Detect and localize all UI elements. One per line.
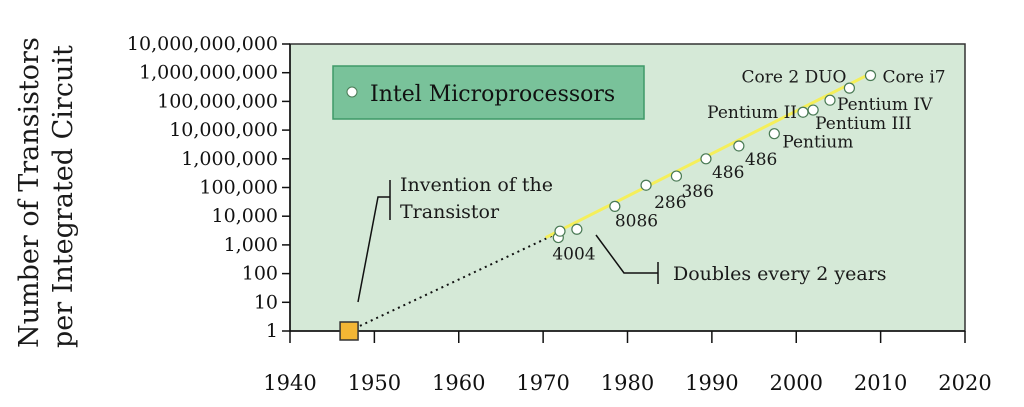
- point-label: 8086: [615, 211, 658, 231]
- y-tick-label: 100: [242, 263, 278, 285]
- data-point: [670, 170, 683, 182]
- legend-box: [332, 65, 645, 120]
- y-tick-label: 1: [266, 320, 278, 342]
- y-tick-label: 10,000,000,000: [127, 33, 278, 55]
- data-point: [797, 106, 809, 118]
- y-tick-label: 100,000: [199, 177, 278, 199]
- point-label: Core 2 DUO: [742, 67, 847, 87]
- data-point: [864, 69, 877, 82]
- y-tick-label: 10,000: [212, 205, 278, 227]
- x-tick-label: 1940: [263, 371, 316, 395]
- doubling-callout: Doubles every 2 years: [595, 234, 887, 285]
- y-axis-label-line1: Number of Transistors: [14, 37, 45, 348]
- invention-marker: [339, 321, 359, 341]
- data-point: [768, 128, 780, 140]
- data-point: [640, 179, 652, 191]
- legend-marker: [346, 86, 358, 98]
- y-tick-label: 1,000,000,000: [139, 62, 278, 84]
- projection-line: [348, 233, 557, 332]
- data-point: [807, 104, 819, 116]
- y-tick-label: 1,000: [224, 234, 278, 256]
- data-point: [824, 94, 836, 106]
- legend-label: Intel Microprocessors: [370, 82, 615, 107]
- point-label: Pentium III: [815, 114, 912, 134]
- x-tick-label: 1970: [516, 371, 569, 395]
- x-tick-label: 1950: [348, 371, 401, 395]
- point-label: Pentium IV: [837, 95, 933, 115]
- invention-label-line2: Transistor: [400, 201, 500, 223]
- point-label: 486: [712, 163, 744, 183]
- y-axis: 1 10 100 1,000 10,000 100,000 1,000,000 10,000,…: [127, 33, 291, 342]
- legend: Intel Microprocessors: [332, 65, 645, 120]
- x-axis: 1940 1950 1960 1970 1980 1990 2000 2010 2020: [263, 330, 992, 395]
- doubling-label: Doubles every 2 years: [673, 263, 887, 285]
- y-tick-label: 10: [254, 291, 278, 313]
- y-tick-label: 1,000,000: [181, 148, 278, 170]
- point-label: Pentium II: [707, 103, 797, 123]
- data-point: [571, 223, 583, 235]
- data-point: [733, 140, 745, 152]
- y-tick-label: 10,000,000: [169, 119, 278, 141]
- point-label: 486: [745, 150, 777, 170]
- invention-label-line1: Invention of the: [400, 174, 553, 196]
- y-tick-label: 100,000,000: [157, 90, 278, 112]
- doubling-leader-line: [595, 234, 659, 284]
- point-label: Pentium: [782, 133, 853, 153]
- x-tick-label: 1960: [432, 371, 485, 395]
- x-tick-label: 1990: [685, 371, 738, 395]
- data-point: [843, 82, 856, 94]
- data-point: [700, 153, 712, 165]
- data-point: [609, 200, 621, 212]
- invention-leader-line: [357, 180, 391, 303]
- data-point: [554, 225, 566, 237]
- x-tick-label: 2000: [770, 371, 823, 395]
- point-label: 386: [681, 182, 713, 202]
- point-label: 4004: [552, 245, 595, 265]
- invention-callout: Invention of the Transistor: [357, 174, 553, 303]
- point-label: 286: [654, 193, 686, 213]
- point-label: Core i7: [883, 67, 946, 87]
- y-axis-label-line2: per Integrated Circuit: [48, 45, 79, 348]
- x-tick-label: 2010: [854, 371, 907, 395]
- x-tick-label: 2020: [938, 371, 991, 395]
- x-tick-label: 1980: [601, 371, 654, 395]
